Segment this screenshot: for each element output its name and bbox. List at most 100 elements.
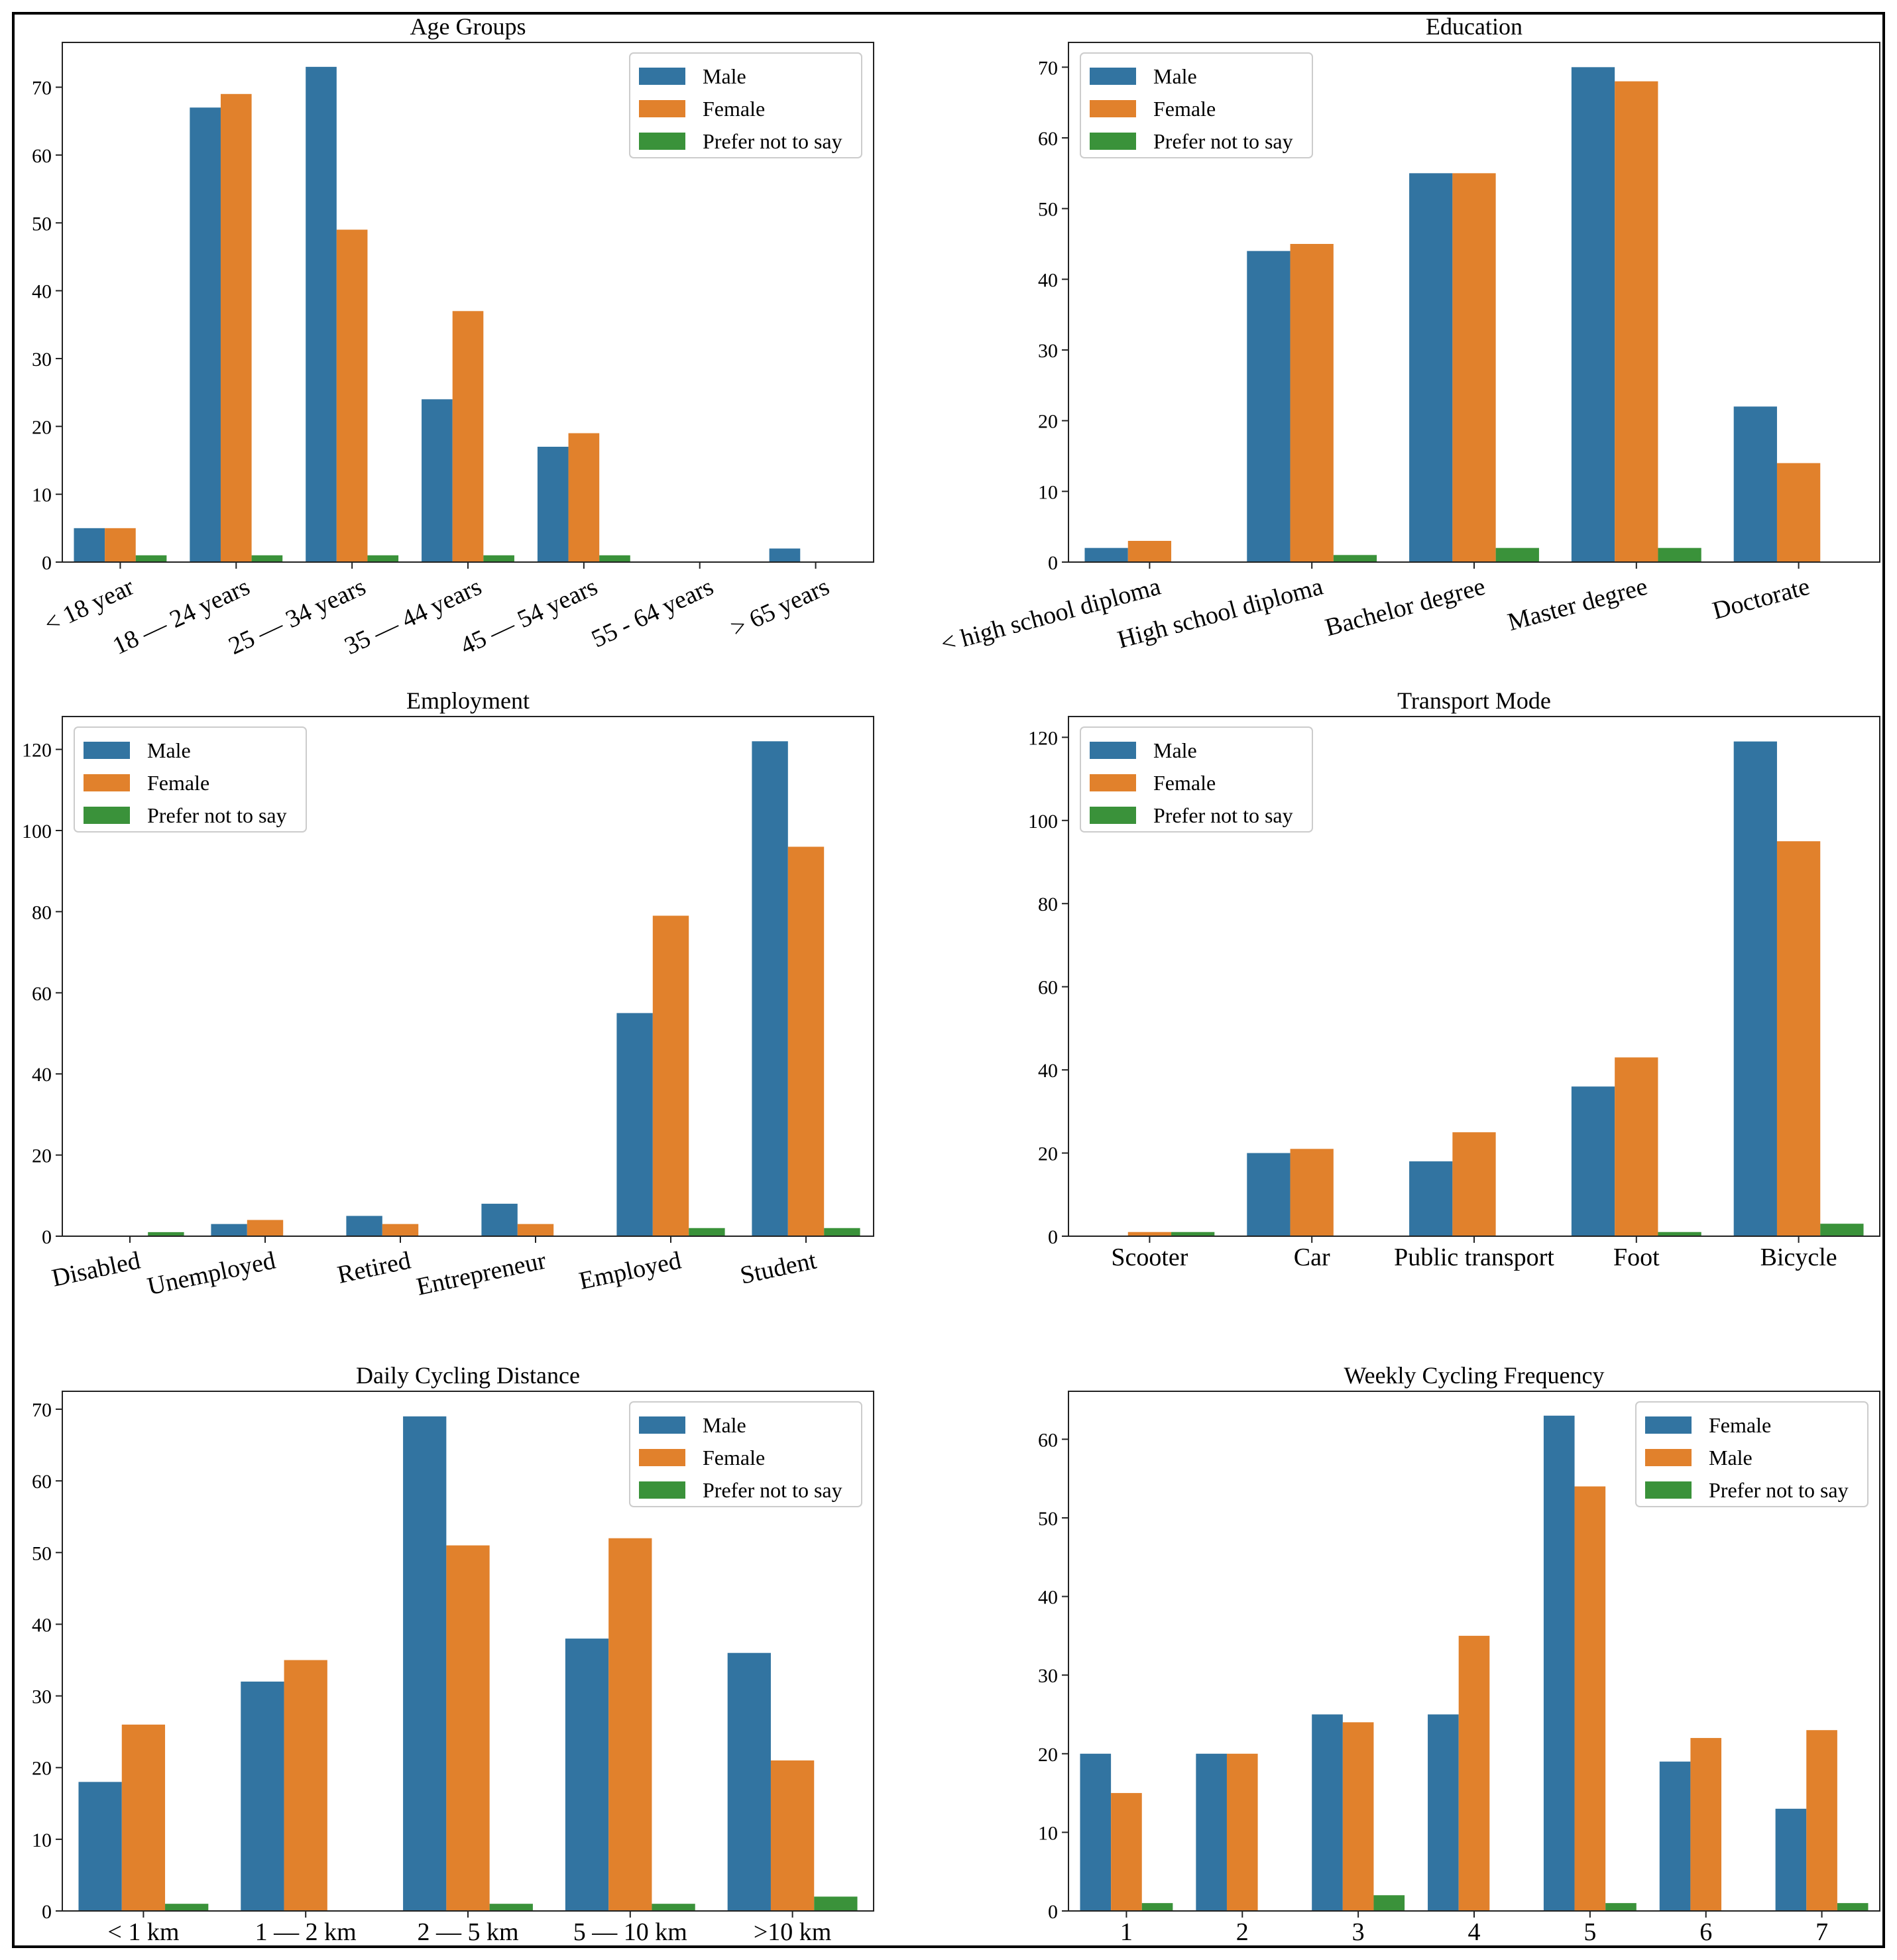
bar-prefer-not-to-say-employed (689, 1228, 725, 1236)
bar-prefer-not-to-say-2-5-km (489, 1904, 533, 1911)
x-tick-label: Unemployed (145, 1247, 278, 1301)
chart-title: Education (1426, 13, 1523, 40)
y-tick-label: 60 (1038, 128, 1058, 150)
y-tick-label: 0 (42, 552, 52, 574)
y-tick-label: 30 (32, 349, 52, 371)
bar-prefer-not-to-say-master-degree (1658, 548, 1701, 562)
y-tick-label: 60 (32, 983, 52, 1005)
legend-box (74, 726, 307, 833)
bar-female-10-km (770, 1760, 815, 1911)
bar-female-doctorate (1776, 463, 1821, 562)
x-tick-label: > 65 years (726, 573, 833, 642)
legend-box (629, 52, 862, 158)
bar-male-bicycle (1733, 741, 1777, 1236)
bar-prefer-not-to-say-foot (1658, 1232, 1701, 1236)
bar-female-3 (1312, 1714, 1343, 1911)
y-tick-label: 40 (1038, 1587, 1058, 1609)
bar-prefer-not-to-say-3 (1373, 1895, 1405, 1911)
legend-swatch-prefer-not-to-say (1090, 133, 1136, 150)
chart-weekly-cycling-frequency: Weekly Cycling Frequency 0 10 20 30 40 50 60 1 2 3… (1038, 1362, 1880, 1946)
bar-male-bachelor-degree (1409, 173, 1453, 562)
chart-transport-mode: Transport Mode 0 20 40 60 80 100 120 Scooter Car P… (1028, 687, 1880, 1271)
bar-female-unemployed (247, 1220, 284, 1236)
legend-swatch-male (639, 1416, 685, 1434)
bar-female-5 (1543, 1415, 1575, 1911)
bar-male-18-year (74, 528, 105, 562)
bar-male-foot (1571, 1086, 1615, 1236)
y-tick-label: 10 (32, 485, 52, 506)
x-tick-label: 7 (1815, 1918, 1828, 1946)
x-tick-label: Student (738, 1246, 819, 1289)
x-tick-label: 55 - 64 years (587, 573, 718, 653)
y-tick-label: 70 (1038, 57, 1058, 79)
bar-female-high-school-diploma (1290, 244, 1334, 562)
legend-swatch-prefer-not-to-say (1090, 807, 1136, 824)
bar-female-5-10-km (608, 1538, 652, 1911)
legend-swatch-female (639, 100, 685, 117)
legend-box (1635, 1401, 1868, 1507)
bar-female-retired (382, 1224, 419, 1236)
bar-male-25-34-years (306, 66, 337, 563)
legend-label-female: Female (1153, 771, 1216, 795)
x-tick-label: Public transport (1394, 1243, 1554, 1271)
chart-title: Age Groups (410, 13, 526, 40)
x-tick-label: Retired (335, 1247, 413, 1289)
bar-male-public-transport (1409, 1161, 1453, 1236)
x-tick-label: 6 (1699, 1918, 1712, 1946)
bar-male-1-km (78, 1782, 122, 1911)
bar-female-1-2-km (284, 1660, 327, 1911)
bar-male-retired (346, 1216, 382, 1236)
legend: Male Female Prefer not to say (629, 52, 862, 158)
bar-female-4 (1428, 1714, 1459, 1911)
legend-label-male: Male (703, 1413, 746, 1437)
y-tick-label: 40 (1038, 269, 1058, 291)
legend-swatch-prefer-not-to-say (639, 1481, 685, 1499)
legend-label-prefer-not-to-say: Prefer not to say (147, 803, 287, 827)
x-tick-label: 1 — 2 km (255, 1918, 357, 1946)
bar-female-6 (1659, 1761, 1691, 1911)
x-tick-label: >10 km (754, 1918, 832, 1946)
bar-prefer-not-to-say-bachelor-degree (1495, 548, 1539, 562)
bar-male-employed (616, 1013, 653, 1236)
y-tick-label: 0 (1048, 1226, 1058, 1248)
y-tick-label: 10 (1038, 481, 1058, 503)
bar-prefer-not-to-say-bicycle (1820, 1224, 1864, 1236)
chart-title: Daily Cycling Distance (356, 1362, 580, 1389)
bar-male-18-24-years (190, 107, 221, 563)
chart-daily-cycling-distance: Daily Cycling Distance 0 10 20 30 40 50 60 70 < 1… (32, 1362, 874, 1946)
legend-label-male: Male (1153, 738, 1197, 762)
y-tick-label: 60 (32, 145, 52, 167)
legend-label-prefer-not-to-say: Prefer not to say (1709, 1478, 1849, 1502)
bar-male-4 (1458, 1635, 1490, 1911)
bar-female-scooter (1127, 1232, 1172, 1236)
x-tick-label: Scooter (1111, 1243, 1188, 1271)
bar-female-35-44-years (452, 311, 484, 562)
bar-male-2-5-km (403, 1416, 447, 1911)
y-tick-label: 10 (32, 1829, 52, 1851)
bar-female-foot (1615, 1057, 1658, 1236)
y-tick-label: 20 (32, 416, 52, 438)
x-tick-label: 3 (1352, 1918, 1365, 1946)
x-tick-label: Bachelor degree (1322, 573, 1488, 642)
bar-female-1 (1080, 1753, 1112, 1911)
legend-swatch-prefer-not-to-say (1645, 1481, 1692, 1499)
bar-male-1 (1111, 1793, 1142, 1911)
bar-female-7 (1775, 1808, 1807, 1911)
y-tick-label: 50 (1038, 199, 1058, 221)
bar-female-student (787, 846, 825, 1236)
y-tick-label: 60 (32, 1471, 52, 1493)
bar-prefer-not-to-say-5 (1605, 1903, 1637, 1911)
bar-male-student (752, 741, 788, 1236)
bar-female-25-34-years (336, 229, 368, 562)
y-tick-label: 100 (22, 821, 52, 842)
y-tick-label: 70 (32, 1399, 52, 1421)
x-tick-label: 4 (1468, 1918, 1481, 1946)
bar-prefer-not-to-say-student (824, 1228, 860, 1236)
y-tick-label: 10 (1038, 1822, 1058, 1844)
legend-swatch-male (1645, 1449, 1692, 1466)
bar-female-18-24-years (220, 93, 252, 563)
x-tick-label: 1 (1120, 1918, 1133, 1946)
y-tick-label: 0 (1048, 552, 1058, 574)
legend-swatch-male (1090, 68, 1136, 85)
legend: Female Male Prefer not to say (1635, 1401, 1868, 1507)
